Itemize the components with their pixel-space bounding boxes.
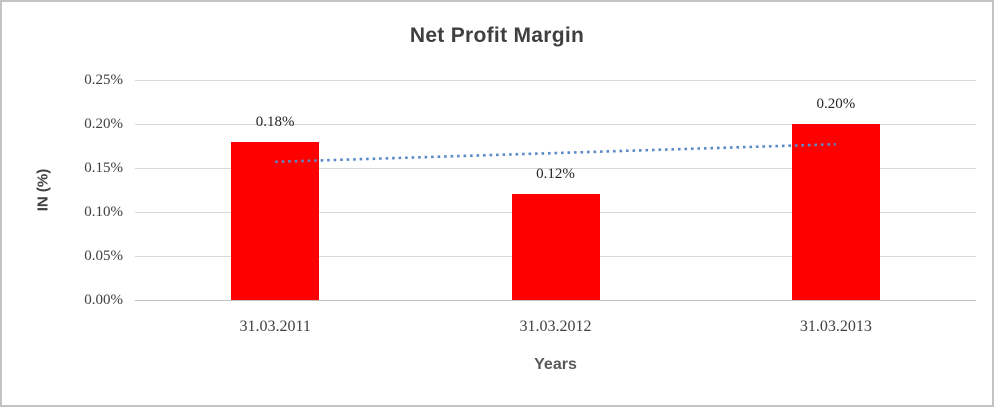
chart-title: Net Profit Margin — [409, 24, 585, 47]
bar-31.03.2012 — [511, 194, 600, 300]
gridline — [135, 167, 976, 169]
bar-data-label: 0.12% — [536, 166, 575, 183]
x-axis-line — [135, 299, 976, 301]
x-tick-label: 31.03.2013 — [799, 318, 872, 335]
x-tick-label: 31.03.2011 — [239, 318, 311, 335]
bar-data-label: 0.18% — [255, 113, 295, 130]
y-tick-label: 0.00% — [84, 292, 123, 308]
x-tick-label: 31.03.2012 — [519, 318, 592, 335]
y-tick-label: 0.05% — [84, 248, 123, 264]
x-axis-title: Years — [534, 356, 577, 373]
trendline — [275, 142, 836, 164]
y-tick-label: 0.25% — [84, 72, 123, 88]
y-tick-label: 0.20% — [84, 116, 123, 132]
y-tick-label: 0.10% — [84, 204, 123, 220]
bar-31.03.2011 — [231, 141, 320, 300]
bar-31.03.2013 — [791, 124, 880, 300]
gridline — [135, 79, 976, 81]
plot-area: 0.18% 0.12% 0.20% — [135, 79, 976, 301]
bar-data-label: 0.20% — [816, 96, 856, 112]
gridline — [135, 123, 976, 125]
y-tick-label: 0.15% — [84, 160, 123, 176]
